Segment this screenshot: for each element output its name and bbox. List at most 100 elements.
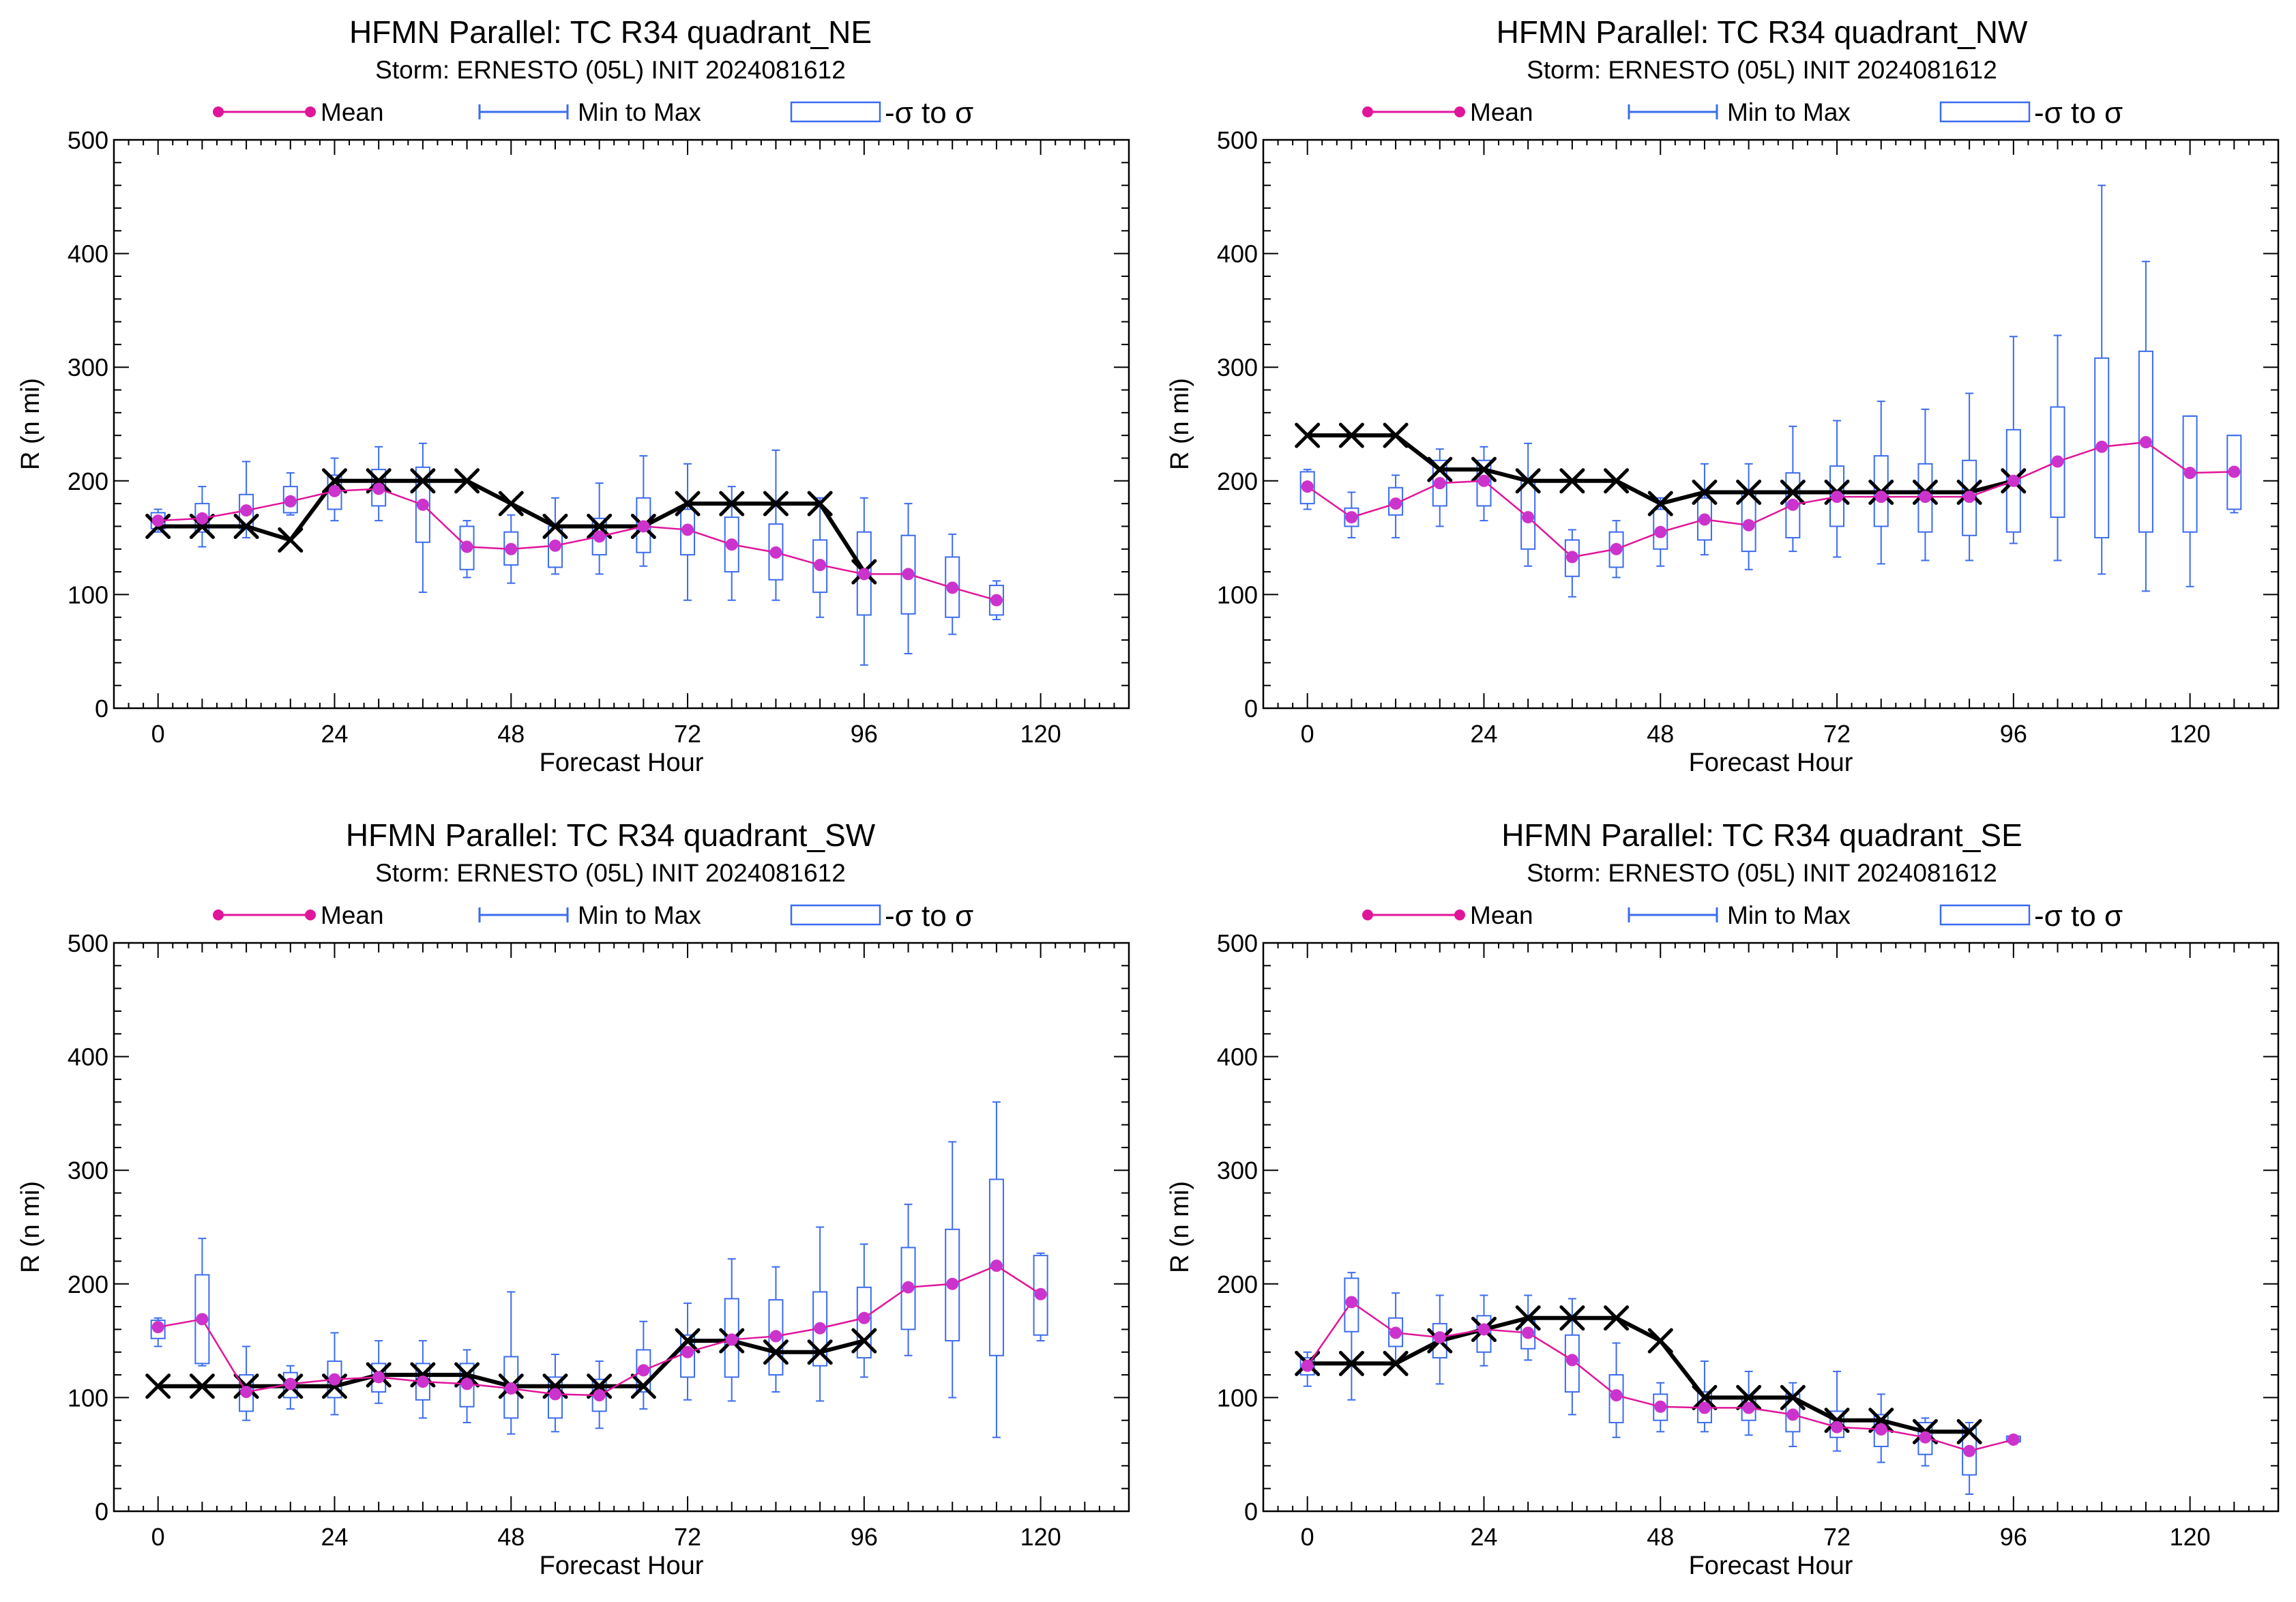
sigma-box: [2050, 406, 2065, 519]
box-whisker: [1696, 463, 1712, 556]
x-tick-label: 24: [321, 720, 348, 748]
legend-mean-marker: [305, 106, 316, 117]
y-tick-label: 300: [1217, 1156, 1258, 1184]
chart-subtitle: Storm: ERNESTO (05L) INIT 2024081612: [1527, 859, 1997, 887]
observed-marker-stroke-b: [763, 491, 789, 516]
x-tick-label: 120: [1020, 1523, 1061, 1551]
mean-marker: [1874, 491, 1887, 504]
box-whisker: [988, 1101, 1004, 1438]
mean-marker: [1919, 1431, 1932, 1444]
y-tick-label: 200: [68, 467, 108, 495]
mean-marker: [240, 504, 253, 517]
x-tick-label: 48: [1647, 1523, 1674, 1551]
mean-marker: [1034, 1287, 1047, 1300]
observed-marker-stroke-b: [1515, 468, 1541, 494]
legend-mean-label: Mean: [1470, 901, 1533, 929]
box-whisker: [2005, 336, 2021, 544]
mean-marker: [1874, 1423, 1887, 1436]
observed-marker-stroke-b: [410, 468, 436, 494]
sigma-box: [680, 1334, 696, 1378]
sigma-box: [547, 1376, 563, 1419]
sigma-box: [856, 1286, 872, 1359]
y-axis-label: R (n mi): [1166, 378, 1194, 470]
mean-marker: [990, 1259, 1003, 1272]
box-whisker: [636, 1320, 651, 1410]
observed-marker-stroke-b: [1338, 1350, 1364, 1376]
observed-marker: [807, 1339, 833, 1365]
legend-sigma-label: -σ to σ: [885, 96, 973, 130]
x-tick-label: 0: [151, 720, 165, 748]
y-axis-label: R (n mi): [16, 1181, 45, 1273]
observed-marker: [763, 491, 789, 516]
observed-marker-stroke-b: [719, 491, 745, 516]
observed-marker: [1559, 1305, 1585, 1331]
box-whisker: [1299, 469, 1315, 510]
mean-marker: [2051, 455, 2064, 468]
observed-marker: [410, 468, 436, 494]
mean-marker: [2007, 1433, 2020, 1446]
mean-marker: [1654, 1400, 1667, 1413]
chart-subtitle: Storm: ERNESTO (05L) INIT 2024081612: [375, 56, 846, 84]
sigma-box: [988, 1178, 1004, 1356]
mean-marker: [151, 1321, 164, 1334]
mean-marker: [2007, 474, 2020, 487]
mean-marker: [1786, 1408, 1799, 1421]
box-whisker: [1962, 1422, 1977, 1496]
x-tick-label: 24: [1470, 1523, 1497, 1551]
mean-line: [158, 488, 997, 601]
observed-marker-stroke-b: [1559, 1305, 1585, 1331]
mean-marker: [1389, 497, 1402, 510]
observed-marker-stroke-b: [542, 513, 568, 539]
mean-marker: [1963, 491, 1976, 504]
x-tick-label: 120: [1020, 720, 1061, 748]
sigma-box: [1829, 1410, 1845, 1438]
observed-marker: [145, 1373, 171, 1399]
box-whisker: [945, 1141, 960, 1399]
observed-marker-stroke-b: [1559, 468, 1585, 494]
sigma-box: [1696, 497, 1712, 541]
y-tick-label: 500: [68, 126, 108, 154]
sigma-box: [1033, 1255, 1048, 1336]
observed-marker-stroke-b: [189, 513, 215, 539]
observed-marker-stroke-b: [1736, 1384, 1762, 1410]
observed-marker: [1868, 1408, 1894, 1433]
sigma-box: [150, 1320, 166, 1339]
box-whisker: [194, 1238, 210, 1367]
box-whisker: [768, 449, 784, 601]
chart-title: HFMN Parallel: TC R34 quadrant_SW: [346, 817, 876, 853]
x-tick-label: 96: [2000, 720, 2027, 748]
mean-series: [1301, 436, 2241, 564]
y-tick-label: 0: [1244, 1498, 1258, 1526]
sigma-box: [1564, 539, 1580, 577]
sigma-box: [1344, 1277, 1359, 1332]
observed-marker: [1647, 1328, 1673, 1354]
mean-marker: [637, 1364, 650, 1377]
legend-mean-label: Mean: [321, 98, 384, 126]
mean-marker: [2183, 467, 2196, 480]
mean-series: [151, 482, 1003, 607]
observed-marker: [587, 1373, 613, 1399]
observed-line: [1307, 433, 2014, 506]
mean-marker: [1742, 1401, 1755, 1414]
plot-frame: [1262, 942, 2280, 1513]
chart-subtitle: Storm: ERNESTO (05L) INIT 2024081612: [1527, 56, 1997, 84]
observed-marker-stroke-b: [807, 491, 833, 516]
box-whisker: [591, 482, 607, 575]
observed-marker-stroke-b: [1604, 1305, 1630, 1331]
sigma-box: [724, 516, 739, 573]
mean-marker: [769, 546, 782, 559]
observed-marker: [1692, 1384, 1718, 1410]
observed-marker: [542, 513, 568, 539]
y-tick-label: 500: [68, 929, 108, 957]
mean-marker: [1742, 519, 1755, 531]
mean-marker: [1477, 474, 1490, 487]
mean-marker: [769, 1330, 782, 1343]
mean-marker: [946, 581, 959, 594]
observed-marker: [1338, 422, 1364, 448]
y-tick-label: 100: [68, 1384, 108, 1412]
observed-marker: [630, 1373, 656, 1399]
mean-marker: [1301, 1359, 1314, 1372]
observed-marker-stroke-b: [498, 491, 524, 516]
y-tick-label: 500: [1217, 126, 1258, 154]
y-tick-label: 200: [68, 1270, 108, 1298]
